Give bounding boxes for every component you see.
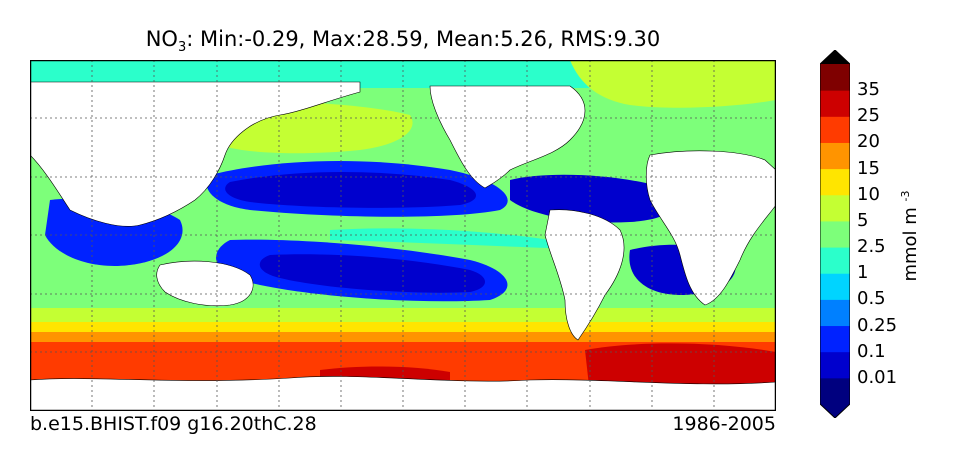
unit-exponent: -3	[899, 190, 912, 202]
unit-base: mmol m	[900, 207, 921, 282]
map-gridlines	[30, 60, 776, 411]
colorbar-box	[820, 351, 850, 379]
africa-land	[645, 150, 776, 306]
plot-title: NO3: Min:-0.29, Max:28.59, Mean:5.26, RM…	[30, 27, 776, 55]
colorbar-box	[820, 90, 850, 117]
title-stats: : Min:-0.29, Max:28.59, Mean:5.26, RMS:9…	[186, 27, 661, 51]
colorbar-tick-label: 0.01	[857, 366, 898, 388]
colorbar-box	[820, 299, 850, 327]
colorbar-box	[820, 377, 850, 405]
colorbar-tick-label: 15	[857, 157, 880, 179]
time-period: 1986-2005	[672, 413, 776, 435]
colorbar-unit: mmol m -3	[899, 190, 921, 281]
case-name: b.e15.BHIST.f09 g16.20thC.28	[30, 413, 317, 435]
colorbar-tick-label: 35	[857, 79, 880, 101]
colorbar-box	[820, 247, 850, 274]
colorbar-tick-label: 0.1	[857, 340, 886, 362]
map-frame	[30, 60, 776, 411]
colorbar-tick-label: 10	[857, 183, 880, 205]
colorbar-tick-label: 1	[857, 262, 869, 284]
colorbar-box	[820, 273, 850, 300]
colorbar-box	[820, 325, 850, 353]
colorbar-tick-label: 25	[857, 105, 880, 127]
colorbar-tick-label: 0.25	[857, 314, 898, 336]
colorbar	[820, 50, 850, 418]
colorbar-box	[820, 220, 850, 248]
australia-land	[156, 260, 254, 307]
colorbar-tick-label: 20	[857, 131, 880, 153]
colorbar-box	[820, 116, 850, 143]
colorbar-extend-low	[820, 404, 850, 418]
colorbar-tick-label: 2.5	[857, 236, 886, 258]
colorbar-tick-label: 5	[857, 209, 869, 231]
colorbar-box	[820, 142, 850, 170]
ocean-nitrate-map	[30, 60, 776, 411]
eurasia-land	[30, 81, 361, 227]
north-atlantic-high	[570, 60, 776, 108]
sp-gyre-inner	[259, 254, 485, 293]
np-gyre-inner	[225, 171, 477, 208]
antarctica-land	[30, 376, 776, 411]
equatorial-upwelling	[330, 228, 550, 248]
title-subscript: 3	[177, 40, 187, 56]
colorbar-tick-label: 0.5	[857, 288, 886, 310]
colorbar-extend-high	[820, 50, 850, 64]
colorbar-box	[820, 168, 850, 196]
title-species: NO	[145, 27, 178, 51]
colorbar-box	[820, 64, 850, 91]
north-america-land	[429, 85, 586, 189]
colorbar-box	[820, 194, 850, 222]
